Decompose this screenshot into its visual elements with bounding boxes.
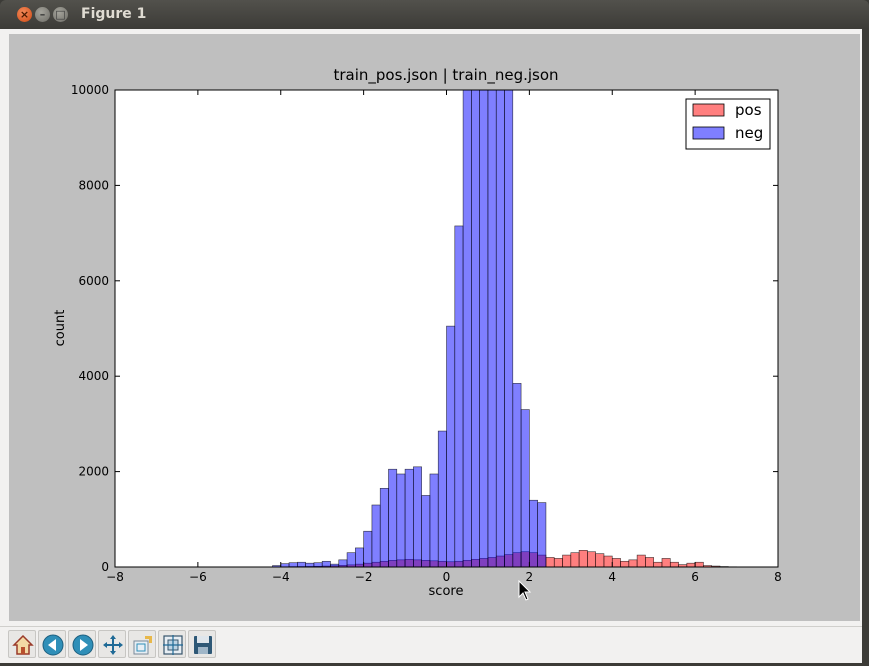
legend-label-neg: neg	[735, 124, 763, 142]
bar-pos	[636, 554, 646, 568]
bar-pos	[603, 555, 613, 568]
y-tick-label: 6000	[78, 274, 109, 288]
bar-pos	[587, 551, 596, 568]
y-axis-label: count	[53, 310, 68, 347]
y-tick-label: 2000	[78, 465, 109, 479]
bar-pos	[595, 553, 605, 568]
bar-neg	[297, 561, 306, 568]
x-axis-label: score	[429, 584, 464, 599]
pan-button[interactable]	[98, 630, 126, 658]
bar-neg	[421, 495, 431, 568]
close-window-button[interactable]: ×	[17, 7, 32, 22]
bar-pos	[611, 558, 621, 568]
y-tick-label: 8000	[78, 178, 109, 192]
legend-swatch-pos	[692, 103, 725, 117]
bar-pos	[553, 558, 563, 568]
bar-pos	[694, 561, 704, 568]
bar-neg	[413, 466, 422, 568]
bar-neg	[346, 552, 356, 568]
bar-pos	[653, 561, 663, 568]
bar-neg	[355, 547, 364, 568]
y-tick-label: 0	[101, 560, 109, 574]
bar-neg	[437, 430, 447, 568]
bar-neg	[305, 562, 315, 568]
bar-neg	[504, 89, 514, 568]
bar-neg	[388, 468, 398, 568]
x-tick-label: −6	[189, 570, 207, 584]
bar-pos	[578, 550, 588, 568]
x-tick-label: −4	[272, 570, 290, 584]
bar-pos	[661, 558, 671, 568]
window-title: Figure 1	[81, 6, 147, 22]
forward-button[interactable]	[68, 630, 96, 658]
window-titlebar: × – □ Figure 1	[0, 0, 869, 29]
bar-neg	[429, 473, 439, 568]
chart-title: train_pos.json | train_neg.json	[333, 66, 558, 85]
bar-pos	[645, 557, 654, 568]
bar-neg	[471, 89, 480, 568]
legend: pos neg	[685, 98, 771, 150]
x-axis: −8 −6 −4 −2 0 2 4 6 8	[106, 90, 782, 584]
home-icon	[12, 634, 34, 655]
bar-neg	[363, 530, 373, 568]
zoom-button[interactable]	[128, 630, 156, 658]
bar-neg	[404, 468, 414, 568]
bar-neg	[321, 560, 331, 568]
minimize-window-button[interactable]: –	[35, 7, 50, 22]
bar-pos	[562, 554, 572, 568]
bar-neg	[288, 562, 298, 568]
y-axis: 0 2000 4000 6000 8000 10000	[71, 83, 778, 574]
y-tick-label: 10000	[71, 83, 109, 97]
x-tick-label: −8	[106, 570, 124, 584]
legend-label-pos: pos	[735, 101, 762, 119]
bar-neg	[462, 89, 472, 568]
back-button[interactable]	[38, 630, 66, 658]
x-tick-label: −2	[355, 570, 373, 584]
bar-pos	[628, 559, 638, 568]
bar-neg	[454, 225, 464, 568]
bar-neg	[371, 504, 381, 568]
bar-neg	[396, 473, 406, 568]
bar-neg	[280, 563, 290, 568]
x-tick-label: 4	[608, 570, 616, 584]
mouse-cursor-icon	[518, 580, 532, 601]
subplots-icon	[163, 635, 183, 655]
save-icon	[194, 636, 212, 654]
bar-neg	[520, 409, 530, 568]
bar-neg	[537, 502, 547, 568]
bar-neg	[338, 559, 348, 568]
pan-icon	[103, 635, 123, 655]
configure-subplots-button[interactable]	[158, 630, 186, 658]
save-figure-button[interactable]	[188, 630, 216, 658]
back-icon	[42, 634, 64, 656]
bar-neg	[313, 562, 323, 568]
maximize-window-button[interactable]: □	[53, 7, 68, 22]
bar-pos	[545, 557, 555, 568]
x-tick-label: 2	[526, 570, 534, 584]
bar-neg	[379, 487, 389, 568]
bar-neg	[529, 499, 538, 568]
forward-icon	[72, 634, 94, 656]
bar-neg	[495, 89, 505, 568]
zoom-icon	[133, 636, 152, 655]
bar-neg	[446, 325, 456, 568]
bar-pos	[570, 552, 580, 568]
figure-canvas[interactable]: train_pos.json | train_neg.json −8 −6 −4 −2…	[9, 34, 860, 621]
bar-neg	[512, 383, 522, 568]
bar-neg	[479, 89, 489, 568]
bar-pos	[620, 560, 630, 568]
x-tick-label: 0	[443, 570, 451, 584]
x-tick-label: 6	[691, 570, 699, 584]
navigation-toolbar	[0, 626, 862, 663]
histogram-chart: train_pos.json | train_neg.json −8 −6 −4 −2…	[53, 66, 782, 599]
legend-swatch-neg	[692, 126, 725, 140]
bar-neg	[487, 89, 497, 568]
home-button[interactable]	[8, 630, 36, 658]
x-tick-label: 8	[774, 570, 782, 584]
bar-pos	[669, 561, 679, 568]
bar-pos	[686, 562, 696, 568]
y-tick-label: 4000	[78, 369, 109, 383]
